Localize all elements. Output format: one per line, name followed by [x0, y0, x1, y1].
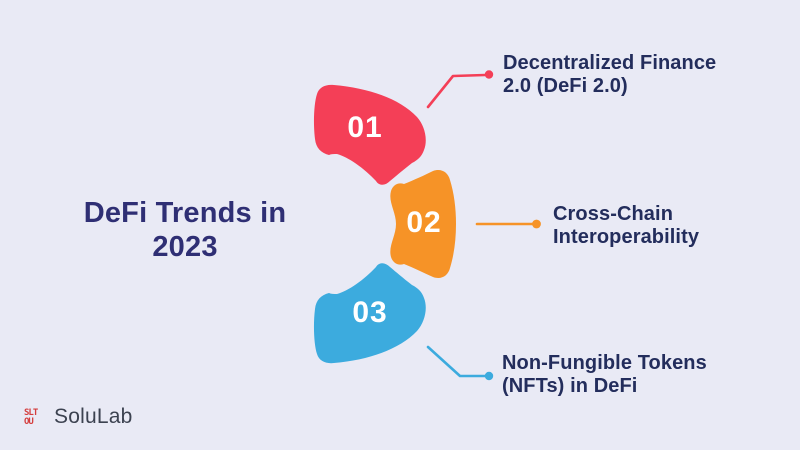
page-title: DeFi Trends in 2023	[55, 196, 315, 264]
connector-01-dot	[484, 70, 494, 79]
segment-01-number: 01	[347, 111, 383, 144]
item-01-label-line1: Decentralized Finance	[503, 52, 717, 74]
item-03-label-line1: Non-Fungible Tokens	[502, 352, 707, 374]
connector-01-line	[426, 73, 487, 109]
page-title-line2: 2023	[152, 231, 218, 263]
connector-03-dot	[484, 371, 494, 381]
connector-02-dot	[532, 219, 541, 229]
connector-03-line	[426, 345, 487, 378]
segment-03-number: 03	[352, 296, 388, 329]
item-02-label-line2: Interoperability	[553, 225, 700, 248]
segment-02-shape	[390, 170, 456, 278]
solulab-logo: SLT OU SoluLab	[24, 405, 132, 429]
page-title-line1: DeFi Trends in	[83, 197, 287, 229]
item-01-label-line2: 2.0 (DeFi 2.0)	[503, 74, 628, 97]
solulab-logo-mark-icon: SLT OU	[24, 406, 47, 429]
solulab-logo-mark-row2: OU	[24, 416, 34, 427]
item-01-label: Decentralized Finance 2.0 (DeFi 2.0)	[503, 52, 716, 97]
solulab-logo-mark-row1: SLT	[24, 407, 38, 418]
solulab-logo-text: SoluLab	[54, 405, 133, 428]
item-03-label: Non-Fungible Tokens (NFTs) in DeFi	[502, 352, 707, 397]
segment-02-number: 02	[406, 206, 442, 239]
item-02-label: Cross-Chain Interoperability	[553, 203, 699, 248]
segment-01-shape	[313, 84, 426, 185]
segment-03-shape	[313, 263, 426, 364]
item-03-label-line2: (NFTs) in DeFi	[502, 374, 638, 397]
item-02-label-line1: Cross-Chain	[553, 203, 674, 225]
